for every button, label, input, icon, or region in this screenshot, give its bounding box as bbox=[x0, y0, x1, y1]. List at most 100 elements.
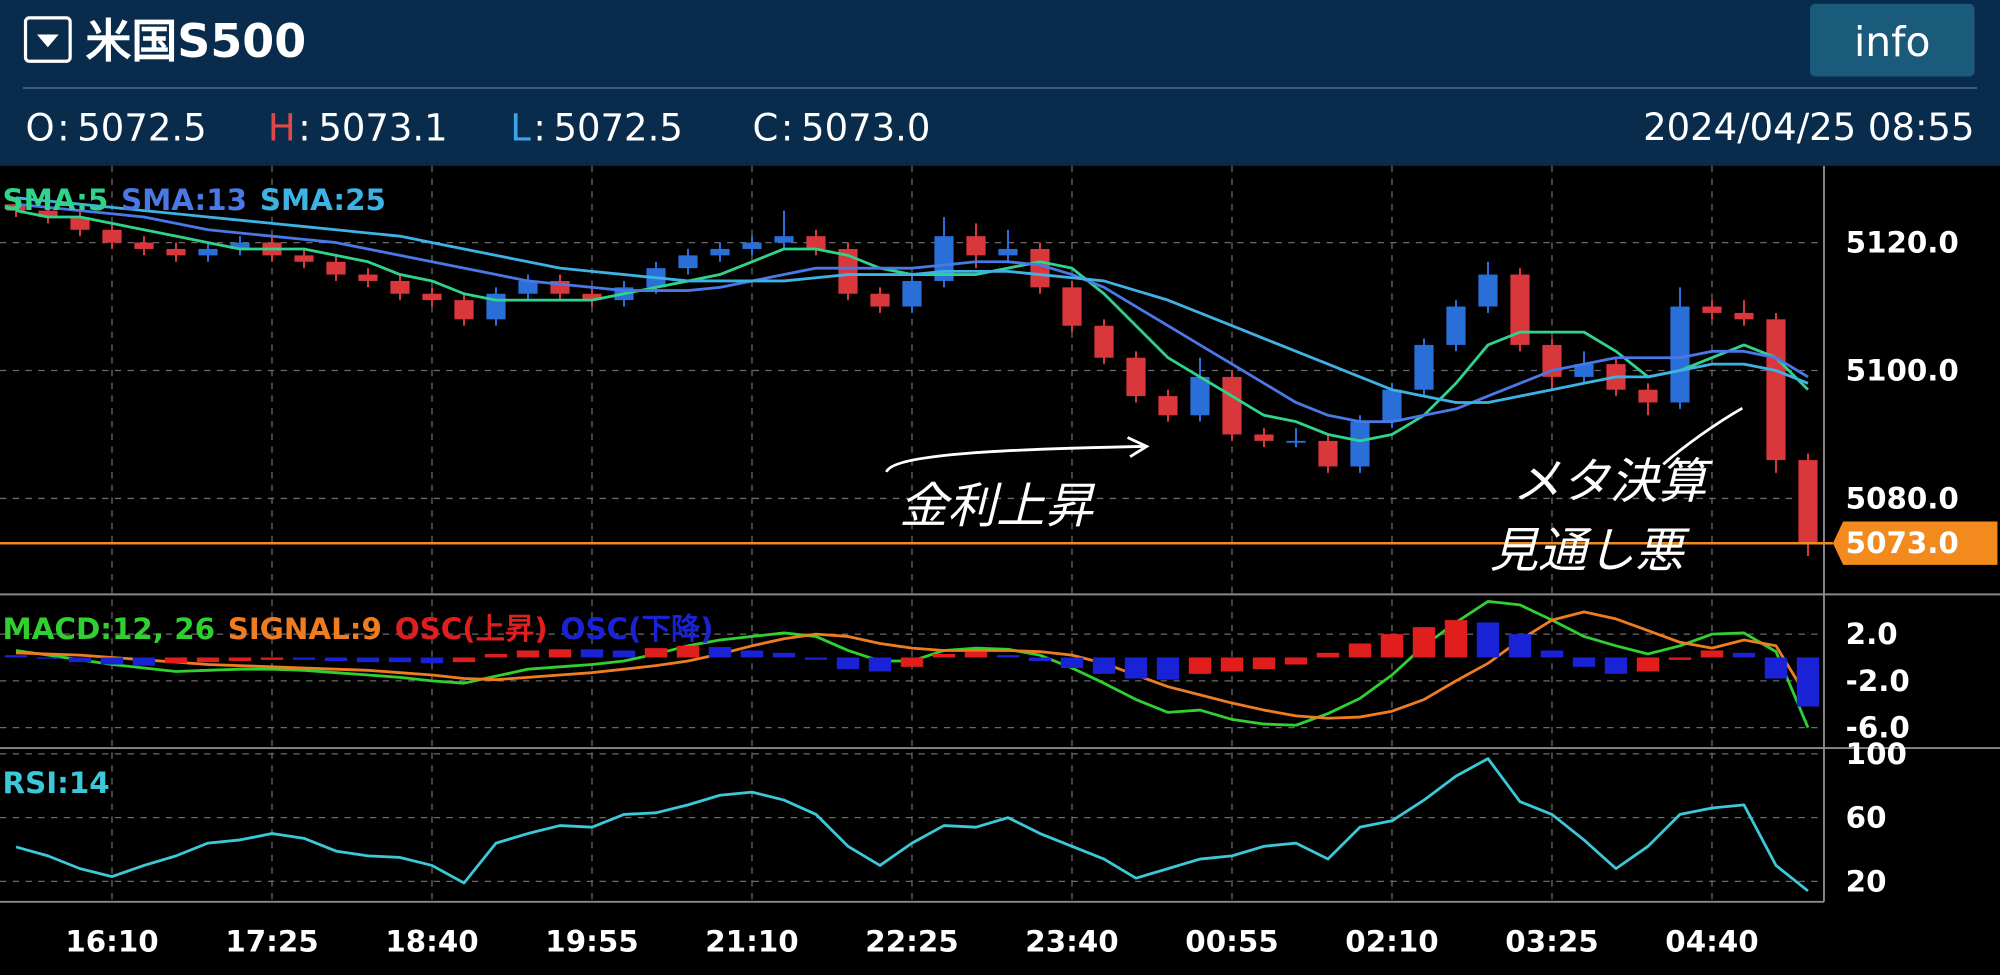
osc-bar bbox=[1700, 650, 1724, 658]
osc-bar bbox=[676, 645, 700, 658]
ohlc-sep: : bbox=[298, 106, 310, 149]
candle-body bbox=[998, 248, 1018, 256]
ohlc-value: 5073.0 bbox=[801, 106, 930, 149]
osc-bar bbox=[1124, 657, 1148, 679]
osc-bar bbox=[228, 657, 252, 661]
candle-body bbox=[422, 293, 442, 301]
candle-body bbox=[806, 236, 826, 249]
x-tick-label: 00:55 bbox=[1185, 924, 1278, 958]
osc-bar bbox=[292, 657, 316, 660]
x-tick-label: 23:40 bbox=[1025, 924, 1118, 958]
osc-bar bbox=[580, 649, 604, 658]
info-button-label[interactable]: info bbox=[1854, 18, 1931, 66]
ohlc-key: L bbox=[510, 106, 531, 149]
osc-bar bbox=[612, 650, 636, 658]
osc-bar bbox=[164, 657, 188, 664]
candle-body bbox=[838, 248, 858, 294]
osc-bar bbox=[324, 657, 348, 661]
osc-bar bbox=[1284, 657, 1308, 665]
x-tick-label: 03:25 bbox=[1505, 924, 1598, 958]
osc-bar bbox=[708, 646, 732, 658]
candle-body bbox=[390, 280, 410, 294]
candle-body bbox=[870, 293, 890, 307]
osc-bar bbox=[388, 657, 412, 663]
osc-bar bbox=[1796, 657, 1820, 707]
last-price-tag bbox=[1832, 521, 1998, 565]
dropdown-box[interactable] bbox=[23, 16, 72, 63]
osc-bar bbox=[1028, 657, 1052, 661]
ohlc-item: L: 5072.5 bbox=[510, 106, 683, 149]
osc-bar bbox=[1508, 634, 1532, 658]
x-tick-label: 16:10 bbox=[65, 924, 158, 958]
osc-bar bbox=[1636, 657, 1660, 672]
ohlc-item: O: 5072.5 bbox=[26, 106, 207, 149]
ohlc-value: 5072.5 bbox=[77, 106, 206, 149]
osc-bar bbox=[1540, 650, 1564, 658]
ohlc-sep: : bbox=[57, 106, 69, 149]
ohlc-sep: : bbox=[533, 106, 545, 149]
indicator-line bbox=[15, 202, 1809, 424]
osc-bar bbox=[1156, 657, 1180, 680]
candle-body bbox=[102, 229, 122, 243]
plot-area: 16:10 17:25 18:40 19:55 21:10 22:25 23:40 00:55… bbox=[0, 165, 1998, 958]
candle-body bbox=[966, 236, 986, 256]
osc-bar bbox=[516, 650, 540, 658]
ohlc-key: O bbox=[26, 106, 55, 149]
candle-body bbox=[1094, 325, 1114, 358]
symbol-title[interactable]: 米国S500 bbox=[85, 14, 306, 68]
osc-bar bbox=[260, 657, 284, 660]
osc-bar bbox=[548, 649, 572, 658]
osc-bar bbox=[964, 651, 988, 658]
candle-body bbox=[134, 242, 154, 249]
osc-bar bbox=[356, 657, 380, 663]
datetime: 2024/04/25 08:55 bbox=[1643, 106, 1974, 149]
header-bar bbox=[0, 0, 2000, 166]
osc-bar bbox=[900, 657, 924, 667]
info-button[interactable]: info bbox=[1809, 3, 1975, 77]
osc-bar bbox=[1188, 657, 1212, 674]
candle-body bbox=[1670, 306, 1690, 403]
osc-bar bbox=[1732, 652, 1756, 658]
osc-bar bbox=[420, 657, 444, 664]
candle-body bbox=[518, 280, 538, 294]
candle-body bbox=[1350, 421, 1370, 467]
candle-body bbox=[358, 274, 378, 281]
candle-body bbox=[1030, 248, 1050, 288]
candle-body bbox=[294, 255, 314, 262]
candle-body bbox=[1414, 344, 1434, 390]
legend-entry: SMA:25 bbox=[260, 183, 386, 217]
y-tick-label: 5120.0 bbox=[1846, 226, 1959, 260]
osc-bar bbox=[132, 657, 156, 666]
candle-body bbox=[902, 280, 922, 307]
osc-bar bbox=[196, 657, 220, 663]
dropdown-arrow bbox=[36, 34, 59, 48]
info-button-bg[interactable] bbox=[1809, 3, 1975, 77]
symbol-dropdown[interactable]: 米国S500 bbox=[23, 14, 307, 68]
x-tick-label: 21:10 bbox=[705, 924, 798, 958]
osc-bar bbox=[68, 657, 92, 663]
osc-bar bbox=[1476, 622, 1500, 658]
candle-body bbox=[1510, 274, 1530, 345]
candle-body bbox=[1062, 287, 1082, 326]
osc-bar bbox=[804, 657, 828, 660]
osc-bar bbox=[772, 652, 796, 658]
annotation-arrow bbox=[885, 436, 1150, 473]
candle-body bbox=[454, 300, 474, 320]
osc-bar bbox=[1348, 643, 1372, 658]
x-tick-label: 02:10 bbox=[1345, 924, 1438, 958]
osc-bar bbox=[1316, 652, 1340, 658]
annotation: 金利上昇 bbox=[899, 478, 1095, 534]
osc-bar bbox=[1092, 657, 1116, 674]
candle-body bbox=[1574, 364, 1594, 377]
osc-bar bbox=[36, 657, 60, 659]
candle-body bbox=[710, 248, 730, 256]
legend-entry: OSC(上昇) bbox=[395, 612, 548, 646]
candle-body bbox=[1126, 357, 1146, 397]
x-tick-label: 22:25 bbox=[865, 924, 958, 958]
osc-bar bbox=[932, 653, 956, 658]
candle-body bbox=[166, 248, 186, 256]
osc-bar bbox=[1764, 657, 1788, 679]
x-tick-label: 19:55 bbox=[545, 924, 638, 958]
x-tick-label: 17:25 bbox=[225, 924, 318, 958]
osc-bar bbox=[4, 655, 28, 658]
